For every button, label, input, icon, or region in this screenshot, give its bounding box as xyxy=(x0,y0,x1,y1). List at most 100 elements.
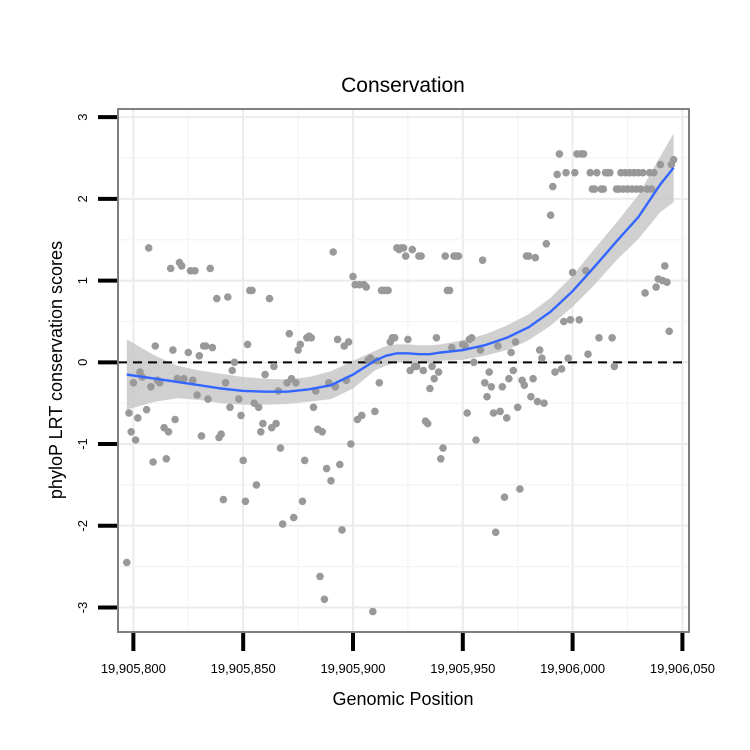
data-point xyxy=(257,428,265,436)
data-point xyxy=(259,419,267,428)
data-point xyxy=(496,407,504,416)
data-point xyxy=(549,182,557,191)
data-point xyxy=(333,335,342,344)
data-point xyxy=(412,362,421,371)
data-point xyxy=(213,294,221,303)
data-point xyxy=(320,595,329,604)
data-point xyxy=(344,338,353,346)
data-point xyxy=(188,376,197,385)
data-point xyxy=(134,414,142,422)
data-point xyxy=(338,526,346,534)
data-point xyxy=(516,485,524,493)
data-point xyxy=(502,414,511,422)
data-point xyxy=(206,264,214,273)
data-point xyxy=(546,211,555,219)
data-point xyxy=(511,338,520,346)
data-point xyxy=(500,493,509,502)
data-point xyxy=(586,168,594,177)
data-point xyxy=(129,379,138,387)
data-point xyxy=(184,348,193,357)
data-point xyxy=(298,497,307,506)
data-point xyxy=(369,607,377,616)
data-point xyxy=(551,368,559,376)
data-point xyxy=(358,411,366,420)
data-point xyxy=(437,455,445,463)
data-point xyxy=(454,252,463,260)
data-point xyxy=(520,381,529,390)
data-point xyxy=(254,403,263,412)
data-point xyxy=(294,346,302,354)
data-point xyxy=(329,248,338,256)
data-point xyxy=(555,150,564,158)
data-point xyxy=(265,294,274,303)
data-point xyxy=(610,362,619,371)
data-point xyxy=(180,374,188,383)
data-point xyxy=(289,513,298,522)
data-point xyxy=(483,392,491,401)
data-point xyxy=(235,395,243,403)
data-point xyxy=(272,419,280,428)
data-point xyxy=(507,348,515,357)
data-point xyxy=(127,428,135,436)
data-point xyxy=(202,342,210,350)
data-point xyxy=(296,340,305,349)
data-point xyxy=(599,185,608,193)
y-tick-label: 3 xyxy=(75,114,90,121)
data-point xyxy=(663,278,671,287)
data-point xyxy=(164,428,173,436)
data-point xyxy=(584,350,592,359)
data-point xyxy=(404,335,412,344)
data-point xyxy=(432,334,441,342)
data-point xyxy=(485,368,494,376)
data-point xyxy=(349,272,357,281)
data-point xyxy=(564,354,572,363)
data-point xyxy=(461,342,469,350)
data-point xyxy=(375,379,384,387)
data-point xyxy=(491,528,500,537)
data-point xyxy=(401,252,410,260)
data-point xyxy=(248,286,256,295)
data-point xyxy=(219,495,228,504)
data-point xyxy=(243,340,252,349)
data-point xyxy=(399,244,408,252)
data-point xyxy=(656,160,665,169)
data-point xyxy=(527,392,535,401)
data-point xyxy=(606,168,614,177)
data-point xyxy=(463,409,472,417)
data-point xyxy=(142,405,151,414)
data-point xyxy=(441,252,450,260)
data-point xyxy=(590,185,599,193)
data-point xyxy=(278,520,287,528)
data-point xyxy=(669,155,678,164)
data-point xyxy=(195,352,204,360)
data-point xyxy=(661,262,669,270)
data-point xyxy=(147,383,155,391)
panel-border xyxy=(117,108,690,633)
data-point xyxy=(292,379,300,387)
smooth-fit-line xyxy=(126,167,675,393)
y-tick-label: 1 xyxy=(75,277,90,284)
data-point xyxy=(571,168,579,177)
data-point xyxy=(641,289,649,297)
data-point xyxy=(384,286,392,295)
data-point xyxy=(197,432,206,440)
x-tick-label: 19,905,900 xyxy=(320,661,385,676)
data-point xyxy=(470,358,478,367)
data-point xyxy=(226,403,234,412)
y-tick-label: 2 xyxy=(75,195,90,202)
data-point xyxy=(529,374,537,383)
x-tick-label: 19,905,850 xyxy=(211,661,276,676)
data-point xyxy=(487,383,496,391)
data-point xyxy=(428,362,436,371)
y-tick-label: -1 xyxy=(75,438,90,450)
data-point xyxy=(562,168,570,177)
data-point xyxy=(166,264,175,273)
points-layer xyxy=(123,150,678,616)
data-point xyxy=(131,436,140,444)
data-point xyxy=(309,403,318,412)
data-point xyxy=(300,456,309,465)
data-point xyxy=(149,458,157,466)
data-point xyxy=(327,477,335,485)
data-point xyxy=(568,268,577,277)
